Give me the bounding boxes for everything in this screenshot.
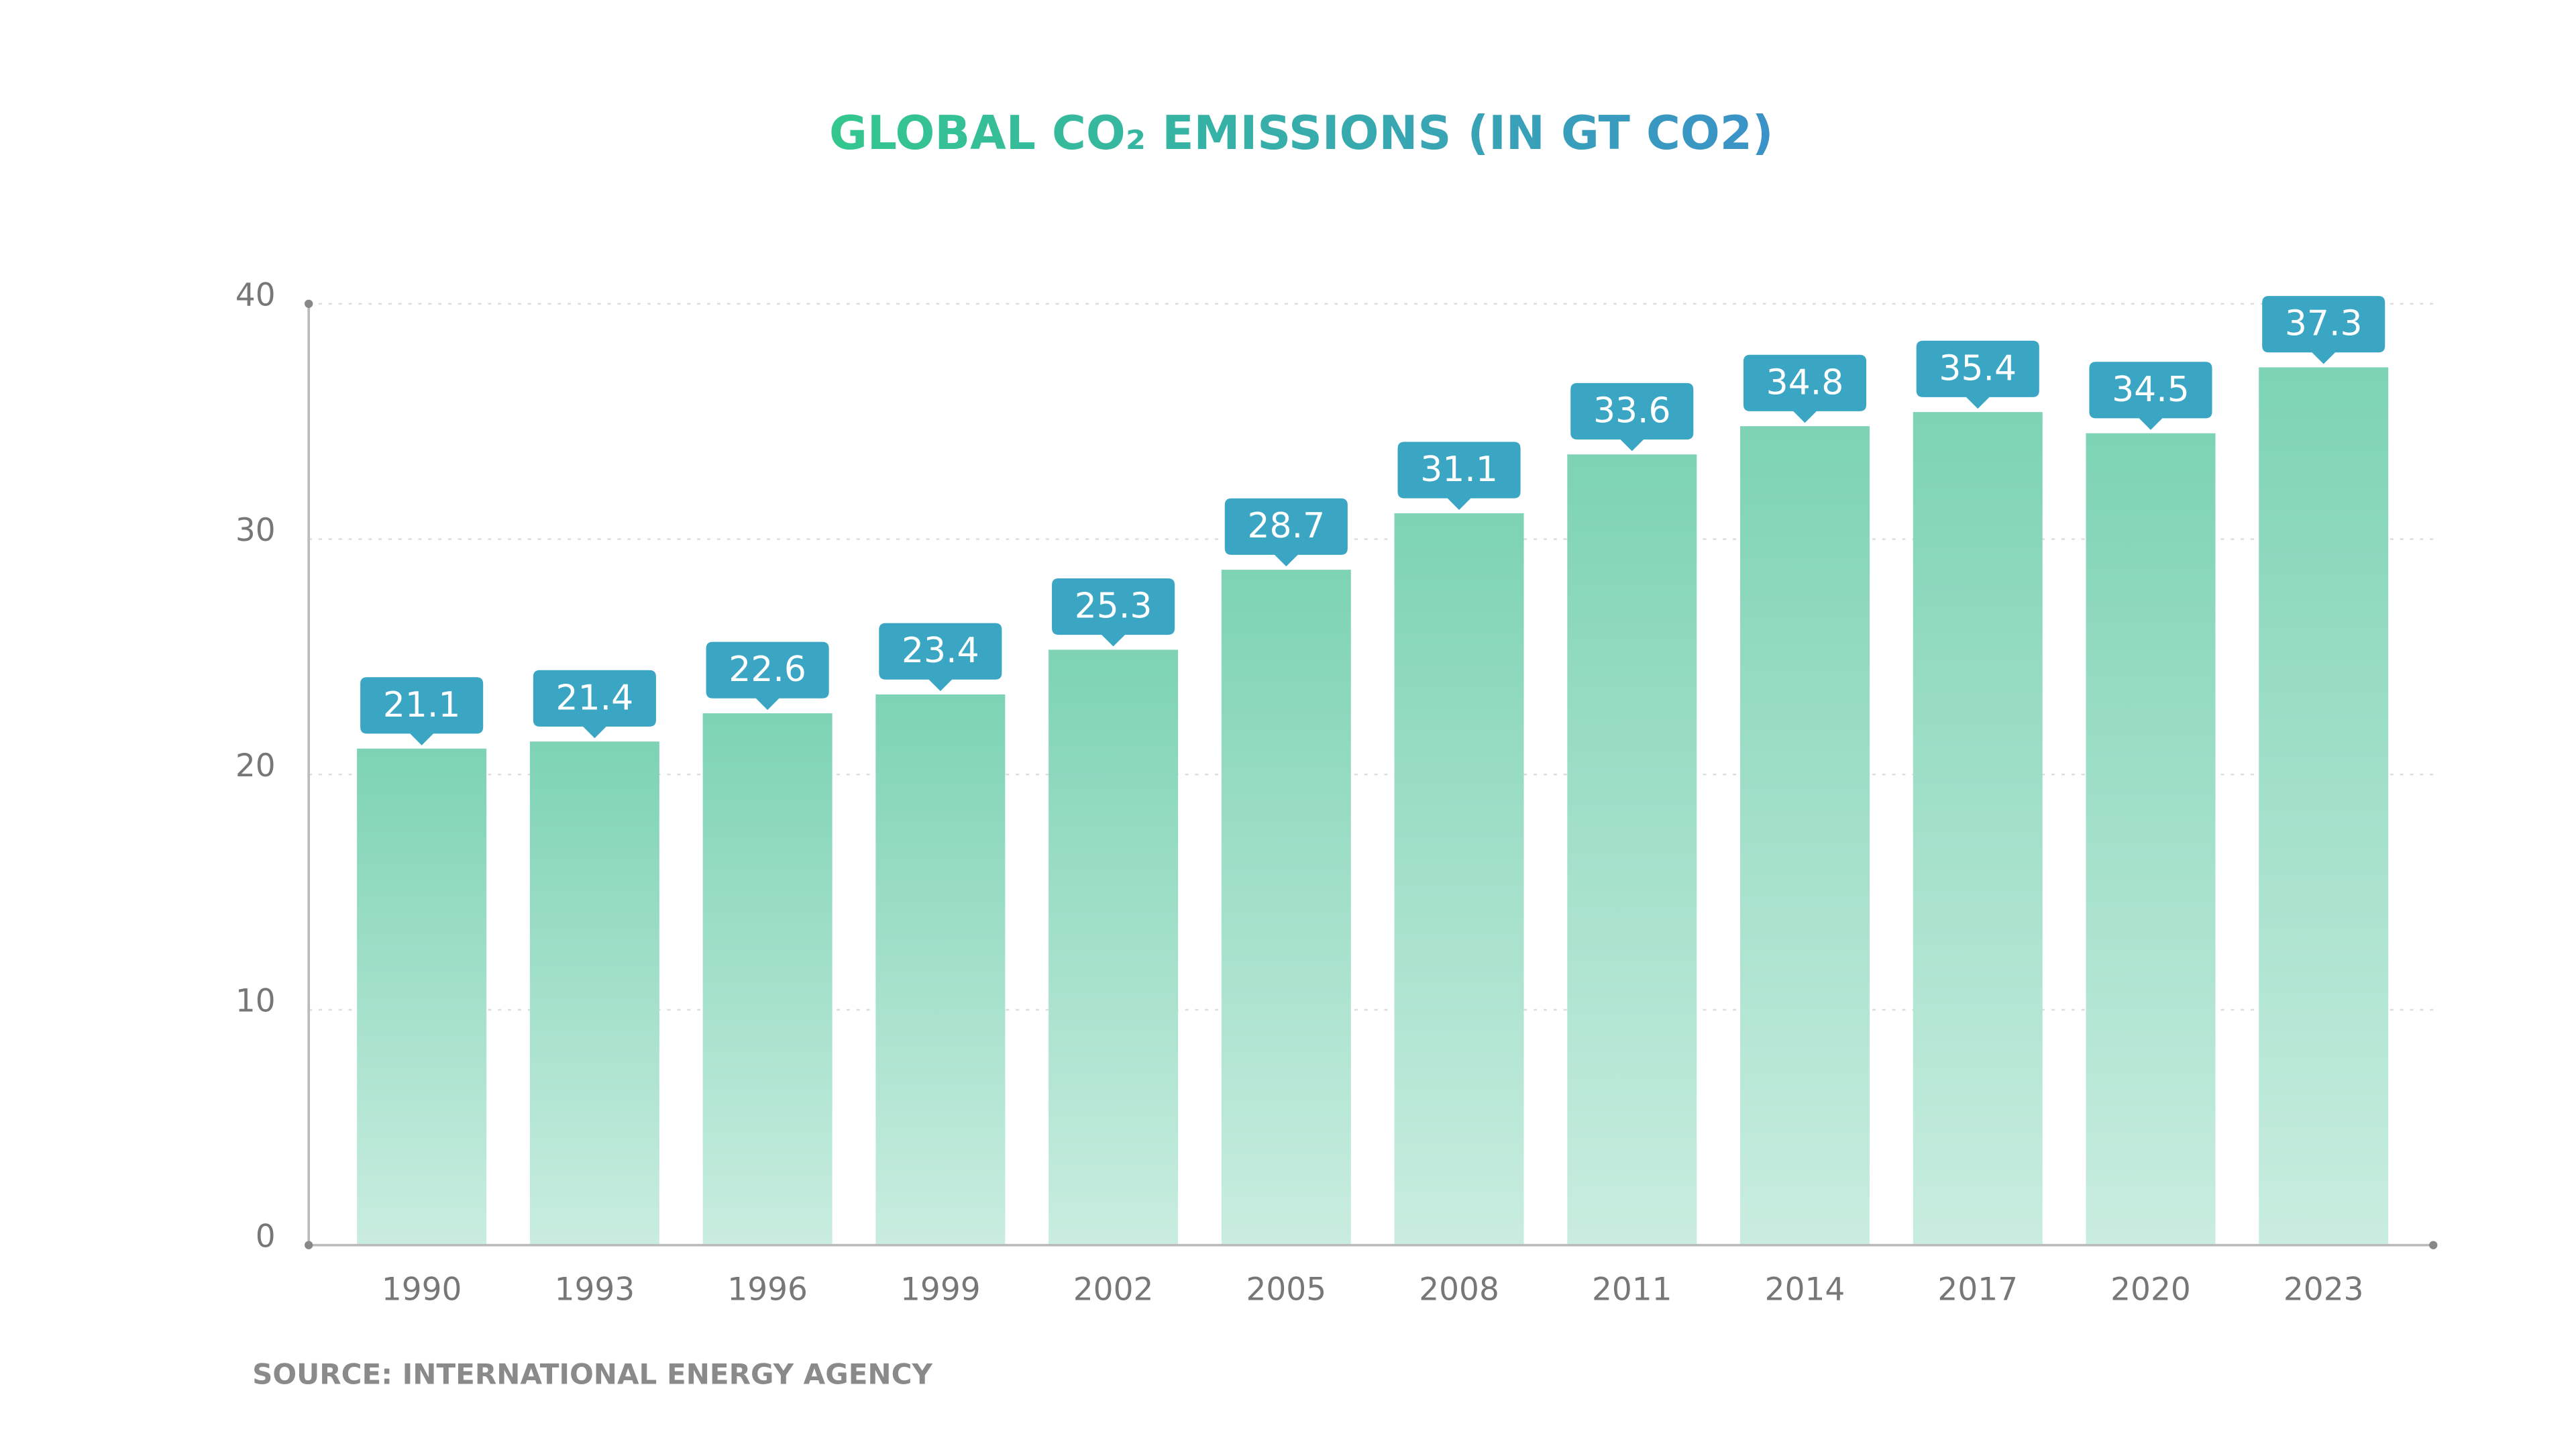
value-label: 33.6 — [1593, 391, 1671, 431]
value-label-box — [1570, 382, 1694, 452]
y-tick-label: 20 — [235, 747, 276, 784]
value-label-box — [706, 641, 829, 711]
x-tick-label: 1990 — [382, 1271, 462, 1308]
bar — [1221, 570, 1351, 1245]
value-label: 28.7 — [1247, 506, 1325, 546]
axis-end-dot — [305, 299, 313, 308]
bar — [357, 748, 487, 1245]
axis-end-dot — [2429, 1241, 2438, 1249]
value-label-box — [1224, 498, 1348, 567]
bar — [1567, 454, 1697, 1245]
value-label: 34.8 — [1766, 362, 1844, 403]
y-tick-label: 30 — [235, 512, 276, 549]
x-tick-label: 2023 — [2284, 1271, 2364, 1308]
x-tick-label: 2017 — [1937, 1271, 2018, 1308]
y-tick-label: 0 — [256, 1218, 276, 1255]
chart-title: GLOBAL CO₂ EMISSIONS (IN GT CO2) — [829, 107, 1774, 160]
bar — [702, 713, 833, 1245]
x-tick-label: 1999 — [900, 1271, 981, 1308]
y-tick-label: 10 — [235, 983, 276, 1020]
value-label-box — [533, 670, 656, 739]
bar — [875, 694, 1006, 1245]
value-label: 23.4 — [902, 631, 979, 671]
value-label-box — [1397, 442, 1521, 510]
x-tick-label: 2008 — [1419, 1271, 1499, 1308]
value-label-box — [879, 623, 1002, 692]
bar — [529, 741, 659, 1245]
value-label-box — [1916, 340, 2039, 409]
value-label-box — [1743, 354, 1867, 423]
x-tick-label: 1993 — [555, 1271, 635, 1308]
x-tick-label: 2020 — [2110, 1271, 2191, 1308]
value-label: 31.1 — [1420, 450, 1498, 490]
y-tick-label: 40 — [235, 276, 276, 313]
value-label: 21.1 — [383, 685, 461, 725]
bar — [1049, 650, 1179, 1245]
axis-end-dot — [305, 1241, 313, 1249]
value-label-box — [360, 677, 484, 745]
value-label: 25.3 — [1075, 586, 1152, 626]
value-label-box — [1052, 578, 1175, 647]
value-label-box — [2089, 362, 2212, 430]
bar — [1394, 513, 1524, 1245]
value-label: 22.6 — [729, 650, 806, 690]
source-note: SOURCE: INTERNATIONAL ENERGY AGENCY — [252, 1358, 932, 1391]
value-label: 21.4 — [556, 678, 634, 718]
x-tick-label: 1996 — [727, 1271, 808, 1308]
bar — [1913, 412, 2043, 1245]
value-label: 34.5 — [2112, 370, 2190, 410]
bar — [2086, 433, 2216, 1245]
value-label: 37.3 — [2285, 304, 2363, 344]
x-tick-label: 2005 — [1246, 1271, 1327, 1308]
x-tick-label: 2011 — [1592, 1271, 1672, 1308]
x-tick-label: 2014 — [1765, 1271, 1845, 1308]
bar — [1740, 426, 1870, 1245]
x-tick-label: 2002 — [1073, 1271, 1154, 1308]
bar — [2259, 367, 2389, 1245]
value-label: 35.4 — [1939, 348, 2017, 389]
value-label-box — [2262, 296, 2385, 364]
